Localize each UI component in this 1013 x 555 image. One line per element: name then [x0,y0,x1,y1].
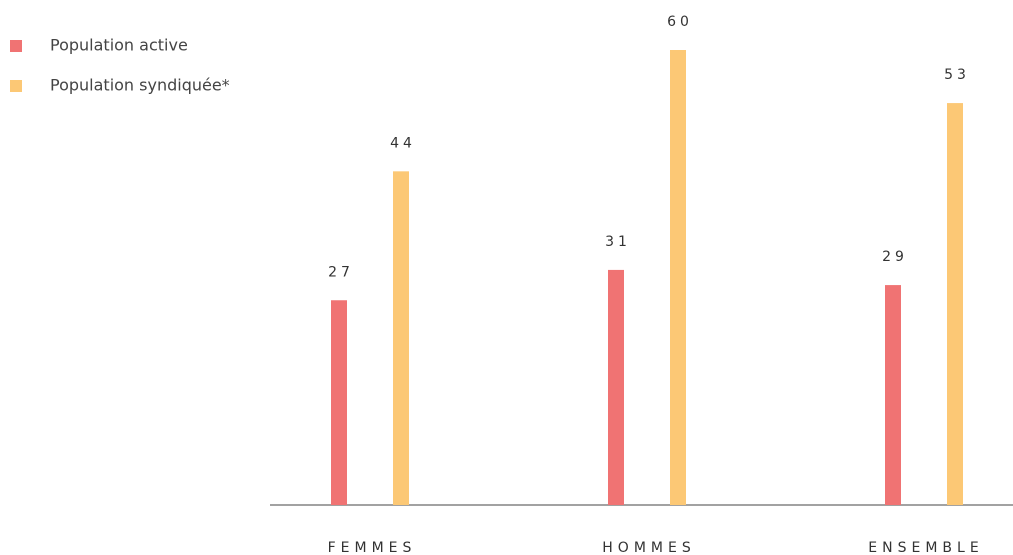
bar [885,285,901,505]
legend-label: Population active [50,36,188,55]
bar [947,103,963,505]
bar [393,171,409,506]
legend-label: Population syndiquée* [50,76,230,95]
value-label: 44 [390,135,416,151]
x-tick-label: ENSEMBLE [868,540,983,555]
value-label: 31 [605,234,631,250]
x-tick-label: HOMMES [602,540,695,555]
value-label: 27 [328,264,354,280]
x-tick-label: FEMMES [328,540,417,555]
bar [670,50,686,505]
bar [608,269,624,505]
value-label: 60 [667,14,693,30]
bar [331,300,347,505]
value-label: 53 [944,67,970,83]
legend-swatch [10,40,22,52]
legend-swatch [10,80,22,92]
value-label: 29 [882,249,908,265]
